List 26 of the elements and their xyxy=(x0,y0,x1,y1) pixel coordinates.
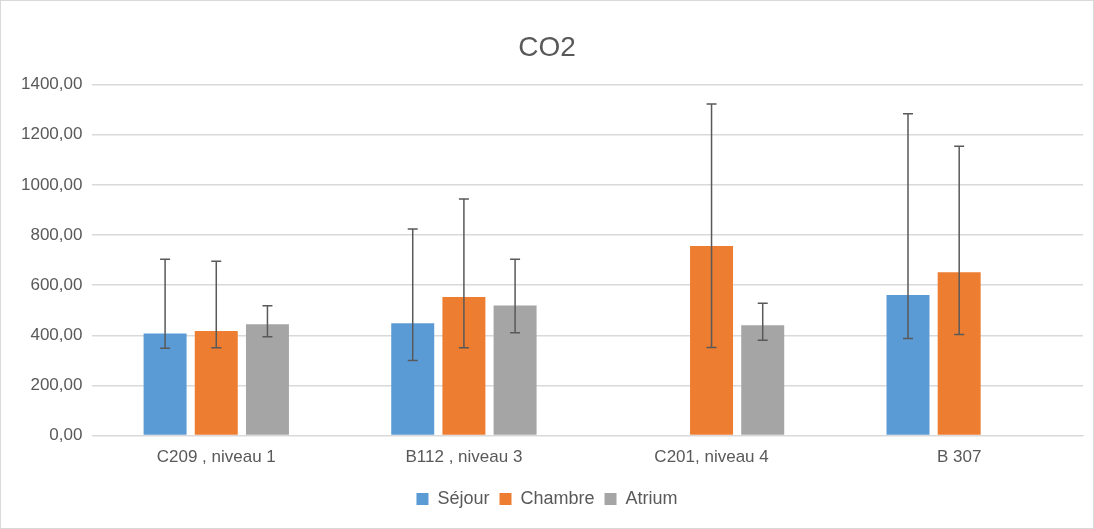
bar xyxy=(493,305,537,435)
y-tick-label: 600,00 xyxy=(30,274,83,294)
x-tick-label: C209 , niveau 1 xyxy=(156,447,276,467)
y-tick-label: 0,00 xyxy=(49,425,83,445)
y-tick-label: 1400,00 xyxy=(21,74,83,94)
legend-label: Atrium xyxy=(625,487,678,508)
x-tick-label: C201, niveau 4 xyxy=(654,447,769,467)
y-tick-label: 1200,00 xyxy=(21,124,83,144)
legend-label: Séjour xyxy=(437,487,490,508)
bar xyxy=(886,294,930,435)
bar xyxy=(741,325,785,435)
y-tick-label: 400,00 xyxy=(30,325,83,344)
bar xyxy=(245,324,289,435)
bar xyxy=(937,272,981,435)
y-tick-label: 200,00 xyxy=(30,375,83,395)
legend-label: Chambre xyxy=(520,487,595,508)
chart-title: CO2 xyxy=(518,30,576,62)
y-tick-label: 1000,00 xyxy=(21,174,83,194)
x-tick-label: B 307 xyxy=(936,447,982,467)
x-tick-label: B112 , niveau 3 xyxy=(405,447,523,467)
bar xyxy=(143,333,187,435)
bar xyxy=(442,296,486,435)
y-tick-label: 800,00 xyxy=(30,224,83,244)
bar xyxy=(391,323,435,435)
bar xyxy=(194,331,238,435)
bar xyxy=(690,246,734,435)
